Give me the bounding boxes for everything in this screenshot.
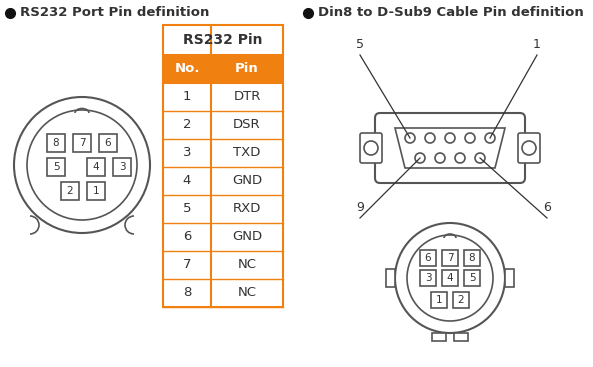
FancyBboxPatch shape — [113, 158, 131, 176]
FancyBboxPatch shape — [87, 182, 105, 200]
Text: 3: 3 — [425, 273, 431, 283]
Text: 4: 4 — [447, 273, 453, 283]
FancyBboxPatch shape — [73, 134, 91, 152]
FancyBboxPatch shape — [386, 269, 395, 287]
Text: 8: 8 — [53, 138, 59, 148]
Text: 6: 6 — [105, 138, 111, 148]
Text: RXD: RXD — [233, 203, 261, 215]
Text: 3: 3 — [183, 146, 192, 160]
Text: 8: 8 — [183, 287, 191, 299]
FancyBboxPatch shape — [518, 133, 540, 163]
Text: 7: 7 — [79, 138, 85, 148]
FancyBboxPatch shape — [431, 292, 447, 308]
Text: 1: 1 — [533, 38, 541, 51]
FancyBboxPatch shape — [61, 182, 79, 200]
FancyBboxPatch shape — [360, 133, 382, 163]
Text: 7: 7 — [447, 253, 453, 263]
FancyBboxPatch shape — [99, 134, 117, 152]
Text: Din8 to D-Sub9 Cable Pin definition: Din8 to D-Sub9 Cable Pin definition — [318, 7, 584, 19]
Text: 1: 1 — [93, 186, 99, 196]
Text: 8: 8 — [468, 253, 476, 263]
Text: 5: 5 — [183, 203, 192, 215]
FancyBboxPatch shape — [442, 270, 458, 286]
FancyBboxPatch shape — [453, 292, 469, 308]
Text: 6: 6 — [425, 253, 431, 263]
Text: 1: 1 — [436, 295, 442, 305]
FancyBboxPatch shape — [163, 25, 283, 307]
Text: DTR: DTR — [233, 91, 261, 103]
Text: No.: No. — [174, 62, 200, 76]
FancyBboxPatch shape — [442, 250, 458, 266]
Text: GND: GND — [232, 174, 262, 188]
Text: DSR: DSR — [233, 119, 261, 131]
Text: NC: NC — [238, 258, 257, 272]
Text: 4: 4 — [183, 174, 191, 188]
Text: 4: 4 — [93, 162, 99, 172]
Text: 7: 7 — [183, 258, 192, 272]
Text: 2: 2 — [66, 186, 74, 196]
Text: 6: 6 — [183, 230, 191, 243]
Text: 5: 5 — [53, 162, 59, 172]
FancyBboxPatch shape — [420, 250, 436, 266]
FancyBboxPatch shape — [454, 333, 468, 341]
Text: RS232 Pin: RS232 Pin — [183, 33, 263, 47]
Text: 5: 5 — [356, 38, 364, 51]
Text: 2: 2 — [183, 119, 192, 131]
FancyBboxPatch shape — [464, 250, 480, 266]
FancyBboxPatch shape — [464, 270, 480, 286]
Text: GND: GND — [232, 230, 262, 243]
FancyBboxPatch shape — [47, 158, 65, 176]
Text: 3: 3 — [119, 162, 125, 172]
Text: 1: 1 — [183, 91, 192, 103]
Text: Pin: Pin — [235, 62, 259, 76]
FancyBboxPatch shape — [87, 158, 105, 176]
FancyBboxPatch shape — [420, 270, 436, 286]
Text: 2: 2 — [458, 295, 464, 305]
FancyBboxPatch shape — [505, 269, 514, 287]
FancyBboxPatch shape — [432, 333, 446, 341]
Text: NC: NC — [238, 287, 257, 299]
Text: 5: 5 — [468, 273, 476, 283]
FancyBboxPatch shape — [375, 113, 525, 183]
Text: RS232 Port Pin definition: RS232 Port Pin definition — [20, 7, 209, 19]
FancyBboxPatch shape — [47, 134, 65, 152]
Text: 6: 6 — [543, 201, 551, 214]
Text: TXD: TXD — [233, 146, 261, 160]
FancyBboxPatch shape — [163, 55, 283, 83]
Text: 9: 9 — [356, 201, 364, 214]
